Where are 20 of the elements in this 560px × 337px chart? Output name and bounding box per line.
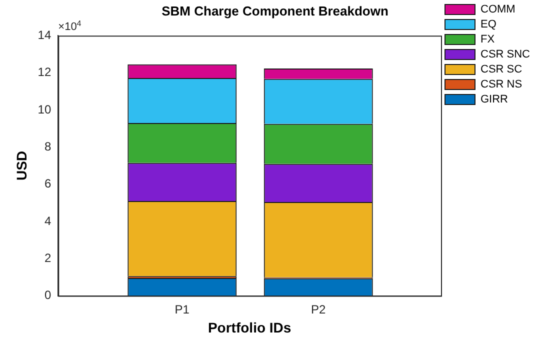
legend-label: EQ xyxy=(480,18,497,31)
chart-title: SBM Charge Component Breakdown xyxy=(162,3,388,18)
x-axis-title: Portfolio IDs xyxy=(208,319,292,336)
y-tick-label: 0 xyxy=(44,288,52,302)
legend-label: CSR SC xyxy=(480,64,522,76)
y-tick-label: 4 xyxy=(44,214,52,228)
y-axis-title: USD xyxy=(13,150,30,180)
legend-label: COMM xyxy=(480,4,516,16)
x-tick-label: P1 xyxy=(174,302,190,316)
legend-label: CSR NS xyxy=(480,78,522,91)
y-tick-label: 8 xyxy=(44,139,52,154)
y-tick-label: 14 xyxy=(38,28,52,42)
legend-label: GIRR xyxy=(480,94,508,106)
x-tick-label: P2 xyxy=(311,302,326,316)
legend-label: CSR SNC xyxy=(480,48,530,61)
y-tick-label: 12 xyxy=(38,65,52,80)
y-tick-label: 10 xyxy=(38,102,52,116)
legend-label: FX xyxy=(480,34,496,46)
y-tick-label: 6 xyxy=(44,176,52,191)
y-tick-label: 2 xyxy=(44,250,52,265)
